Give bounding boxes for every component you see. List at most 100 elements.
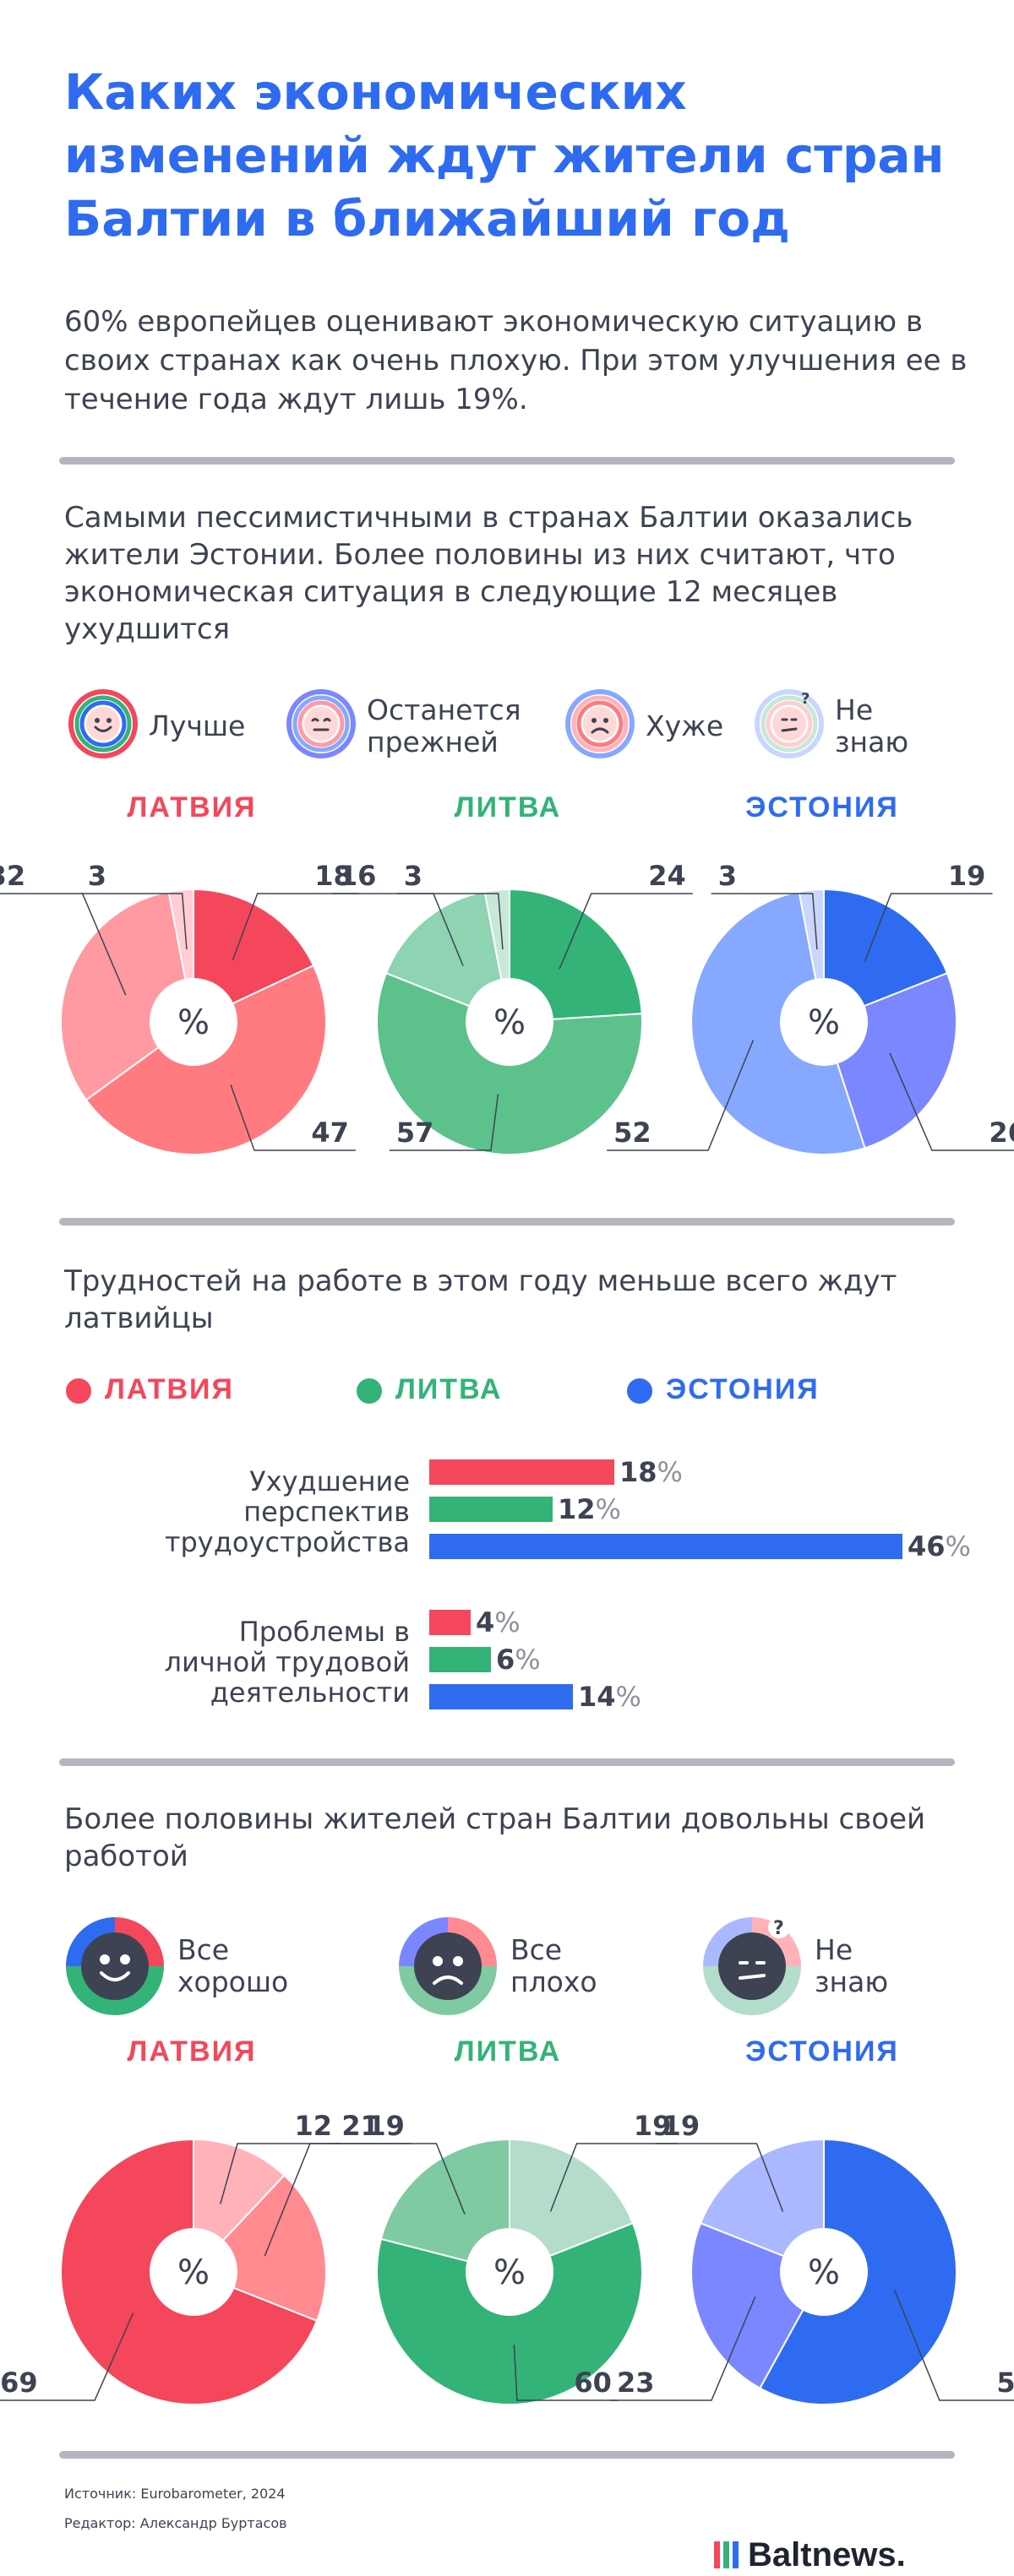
job-pie-leader-line [0, 2312, 134, 2401]
economy-pie--center-label: % [177, 1003, 210, 1042]
job-pie-data-label: 19 [634, 2110, 672, 2142]
job-pie-leader-line [655, 2143, 784, 2212]
economy-pie--slice [509, 888, 643, 1024]
happy-face-icon [66, 1917, 164, 2015]
legend-label: Все хорошо [177, 1933, 289, 1998]
economy-pie--slice [823, 888, 949, 1024]
sad-face-icon [399, 1917, 497, 2015]
job-pie-center-hole [780, 2228, 868, 2316]
divider [59, 2451, 955, 2459]
bar-group-label: Проблемы в личной трудовой деятельности [164, 1616, 410, 1709]
bar-латвия [429, 1459, 614, 1485]
legend-dot [357, 1378, 382, 1404]
country-title-latvia: ЛАТВИЯ [127, 791, 257, 823]
source-note: Источник: Eurobarometer, 2024 [64, 2486, 286, 2502]
legend-label: Не знаю [835, 693, 909, 758]
bar-value-label: 14% [578, 1681, 641, 1713]
economy-pie-charts: 18 47 32 3% 24 57 16 3% 19 26 52 3% [0, 860, 1014, 1155]
legend-label: ЭСТОНИЯ [666, 1373, 820, 1405]
economy-pie--leader-line [607, 1040, 755, 1151]
job-pie-center-label: % [808, 2253, 840, 2292]
divider [59, 457, 955, 465]
bar-литва [429, 1647, 491, 1672]
bar-эстония [429, 1534, 902, 1559]
job-pie-slice [379, 2138, 510, 2274]
economy-pie--leader-line [80, 893, 188, 950]
logo-bars-icon [714, 2541, 743, 2568]
job-pie-leader-line [220, 2143, 339, 2204]
sad-face-icon [565, 689, 635, 758]
section3-legend: Все хорошо Все плохо ? [64, 1916, 977, 2017]
legend-label: ЛИТВА [395, 1373, 503, 1405]
bar-value-label: 6% [496, 1644, 541, 1676]
economy-pie--data-label: 24 [648, 860, 686, 892]
legend-label: Лучше [149, 709, 246, 742]
legend-label: ЛАТВИЯ [105, 1373, 234, 1405]
economy-pie--data-label: 52 [613, 1117, 651, 1149]
country-title-lithuania: ЛИТВА [454, 791, 562, 823]
country-title-estonia: ЭСТОНИЯ [745, 2035, 899, 2068]
economy-pie--data-label: 32 [0, 860, 25, 892]
page-title: Каких экономических изменений ждут жител… [64, 63, 945, 247]
job-pie-center-label: % [177, 2253, 210, 2292]
job-pie-leader-line [513, 2345, 619, 2401]
job-pie-center-hole [466, 2228, 553, 2316]
economy-pie--data-label: 18 [314, 860, 352, 892]
economy-pie--slice [384, 890, 511, 1024]
question-face-icon: ? [703, 1916, 801, 2015]
country-title-lithuania: ЛИТВА [454, 2035, 562, 2068]
editor-note: Редактор: Александр Буртасов [64, 2515, 287, 2531]
job-pie-slice [699, 2138, 825, 2274]
economy-pie--leader-line [232, 893, 359, 961]
job-pie-leader-line [610, 2296, 756, 2401]
job-pie-leader-line [893, 2290, 1014, 2401]
economy-pie--data-label: 3 [718, 860, 737, 892]
bar-латвия [429, 1610, 471, 1635]
economy-pie--leader-line [864, 893, 993, 962]
economy-pie--leader-line [389, 1094, 499, 1151]
economy-pie--leader-line [559, 893, 693, 970]
section1-heading: Самыми пессимистичными в странах Балтии … [64, 501, 913, 646]
country-title-latvia: ЛАТВИЯ [127, 2035, 257, 2068]
logo-wordmark: Baltnews. [748, 2536, 906, 2573]
question-face-icon: ? [755, 689, 824, 758]
economy-pie--slice [193, 888, 315, 1024]
job-pie-data-label: 19 [662, 2110, 701, 2142]
section2-heading: Трудностей на работе в этом году меньше … [64, 1264, 897, 1335]
economy-pie--center-hole [780, 978, 868, 1066]
job-pie-data-label: 58 [996, 2367, 1014, 2399]
svg-text:?: ? [801, 690, 810, 708]
economy-pie--leader-line [230, 1084, 356, 1151]
job-pie-data-label: 69 [0, 2367, 38, 2399]
bar-эстония [429, 1684, 573, 1709]
bar-value-label: 4% [476, 1606, 521, 1639]
economy-pie--center-hole [466, 978, 553, 1066]
legend-label: Останется прежней [367, 693, 521, 758]
bar-литва [429, 1497, 553, 1522]
economy-pie--leader-line [889, 1052, 1014, 1151]
lead-text: 60% европейцев оценивают экономическую с… [64, 305, 968, 416]
job-pie-data-label: 19 [367, 2110, 405, 2142]
legend-label: Хуже [646, 709, 724, 742]
divider [59, 1218, 955, 1226]
country-title-estonia: ЭСТОНИЯ [745, 791, 899, 823]
economy-pie--leader-line [711, 893, 818, 950]
bar-group-label: Ухудшение перспектив трудоустройства [164, 1465, 410, 1558]
economy-pie--data-label: 47 [311, 1117, 349, 1149]
legend-label: Не знаю [815, 1933, 889, 1998]
economy-pie--slice [690, 890, 866, 1155]
economy-pie--data-label: 3 [88, 860, 106, 892]
legend-dot [66, 1378, 91, 1404]
economy-pie--data-label: 57 [396, 1117, 434, 1149]
economy-pie--slice [60, 890, 195, 1101]
economy-pie--data-label: 26 [989, 1117, 1014, 1149]
baltnews-logo: Baltnews. [714, 2536, 959, 2573]
economy-pie--leader-line [396, 893, 504, 950]
job-pie-data-label: 60 [574, 2367, 612, 2399]
divider [59, 1758, 955, 1766]
job-pie-data-label: 21 [341, 2110, 379, 2142]
job-pie-center-hole [150, 2228, 237, 2316]
economy-pie--data-label: 16 [339, 860, 377, 892]
job-pie-leader-line [335, 2143, 466, 2215]
